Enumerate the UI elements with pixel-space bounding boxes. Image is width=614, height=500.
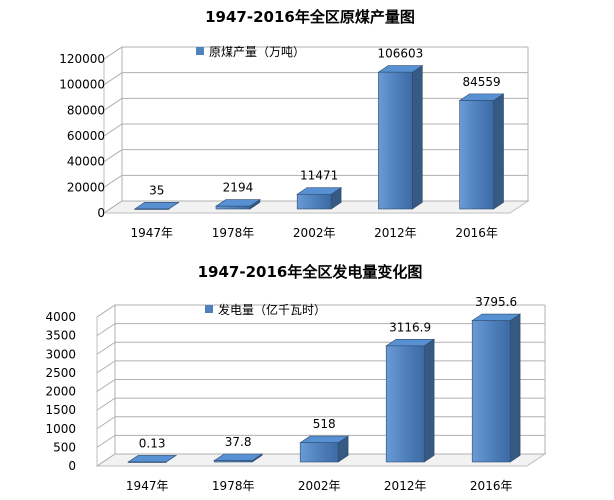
y-tick-label: 3500 <box>45 329 76 343</box>
gridline-side <box>96 416 116 430</box>
y-tick-label: 0 <box>68 459 76 473</box>
legend-swatch <box>205 305 213 313</box>
bar <box>127 454 178 463</box>
gridline-side <box>96 323 116 337</box>
bar-side <box>509 313 521 463</box>
y-tick-label: 2000 <box>45 385 76 399</box>
bar <box>377 65 424 210</box>
data-label: 0.13 <box>139 436 166 450</box>
y-tick-label: 100000 <box>59 78 105 92</box>
bar <box>133 201 180 210</box>
data-label: 518 <box>313 417 336 431</box>
bar-side <box>493 93 504 210</box>
gridline-side <box>103 174 123 188</box>
gridline-side <box>96 397 116 411</box>
y-tick-label: 0 <box>97 206 105 220</box>
gridline-side <box>96 379 116 392</box>
y-tick-label: 2500 <box>45 366 76 380</box>
y-tick-label: 500 <box>53 440 76 454</box>
x-tick-label: 2012年 <box>384 479 427 493</box>
gridline-side <box>96 304 116 318</box>
bar-front <box>471 320 511 463</box>
gridline-side <box>96 434 116 448</box>
data-label: 106603 <box>377 47 423 61</box>
legend-swatch <box>196 47 204 55</box>
y-tick-label: 80000 <box>67 103 105 117</box>
chart-title: 1947-2016年全区发电量变化图 <box>198 263 423 281</box>
y-tick-label: 3000 <box>45 347 76 361</box>
x-tick-label: 1978年 <box>212 226 255 240</box>
coal-production-chart: 1947-2016年全区原煤产量图 0 20000 40000 60000 80000 10… <box>59 8 530 240</box>
data-label: 37.8 <box>225 435 252 449</box>
data-label: 35 <box>149 183 164 197</box>
chart-title: 1947-2016年全区原煤产量图 <box>205 8 415 26</box>
y-tick-label: 60000 <box>67 129 105 143</box>
x-tick-label: 2016年 <box>470 479 513 493</box>
x-tick-label: 1947年 <box>126 479 169 493</box>
data-label: 2194 <box>223 181 254 195</box>
x-tick-label: 2012年 <box>374 226 417 240</box>
bar-side <box>412 65 423 210</box>
bar-front <box>296 193 332 210</box>
x-tick-label: 2002年 <box>293 226 336 240</box>
data-label: 84559 <box>462 75 500 89</box>
bar-front <box>215 205 251 210</box>
gridline-side <box>103 200 123 214</box>
gridline-side <box>103 72 123 86</box>
x-tick-label: 2016年 <box>455 226 498 240</box>
bar <box>458 93 505 210</box>
bar-front <box>213 460 253 463</box>
legend-label: 原煤产量（万吨） <box>209 45 305 59</box>
bar <box>215 199 261 210</box>
bar-front <box>127 461 167 463</box>
data-label: 11471 <box>300 169 338 183</box>
x-tick-label: 1947年 <box>131 226 174 240</box>
y-tick-label: 4000 <box>45 310 76 324</box>
y-tick-label: 20000 <box>67 180 105 194</box>
bar <box>385 338 436 463</box>
data-label: 3795.6 <box>475 295 517 309</box>
bar-front <box>459 100 494 210</box>
bar-side <box>423 338 435 463</box>
electricity-generation-chart: 1947-2016年全区发电量变化图 0 500 1000 1500 2000 2500 30… <box>45 263 547 493</box>
gridline-side <box>103 149 123 163</box>
gridline-side <box>103 97 123 111</box>
gridline-side <box>103 46 123 60</box>
gridline-side <box>103 123 123 137</box>
bar <box>213 453 264 463</box>
gridline-side <box>96 360 116 374</box>
legend-label: 发电量（亿千瓦时） <box>218 302 326 317</box>
gridline-side <box>96 453 116 467</box>
x-tick-label: 1978年 <box>212 479 255 493</box>
x-tick-label: 2002年 <box>298 479 341 493</box>
bar <box>296 187 343 210</box>
bar-front <box>378 71 413 210</box>
bar <box>471 313 522 463</box>
gridline-side <box>96 341 116 355</box>
bar-front <box>299 442 339 463</box>
bar-front <box>134 208 170 210</box>
bar-front <box>385 345 425 463</box>
bar <box>299 435 350 463</box>
y-tick-label: 120000 <box>59 52 105 66</box>
data-label: 3116.9 <box>389 320 431 334</box>
y-tick-label: 1000 <box>45 422 76 436</box>
y-tick-label: 40000 <box>67 155 105 169</box>
y-tick-label: 1500 <box>45 403 76 417</box>
